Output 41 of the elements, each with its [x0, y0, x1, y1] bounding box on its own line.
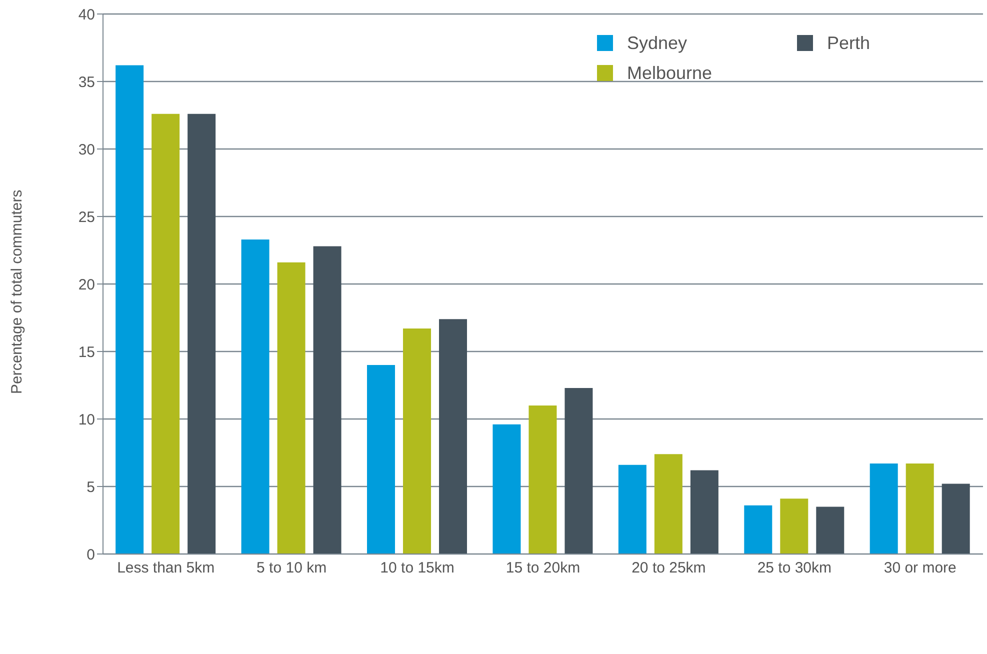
- x-tick-label: 25 to 30km: [757, 560, 832, 577]
- y-tick-label: 40: [78, 6, 95, 24]
- y-tick-label: 25: [78, 208, 95, 226]
- y-axis-title: Percentage of total commuters: [8, 190, 26, 394]
- bar: [690, 470, 718, 554]
- bar: [870, 464, 898, 554]
- x-tick-label: Less than 5km: [117, 560, 215, 577]
- bar: [116, 65, 144, 554]
- y-tick-label: 35: [78, 74, 95, 91]
- bar: [906, 464, 934, 554]
- y-tick-label: 30: [78, 141, 95, 158]
- bar: [492, 424, 521, 554]
- x-tick-label: 10 to 15km: [380, 560, 454, 577]
- bar: [564, 388, 593, 554]
- x-tick-label: 30 or more: [884, 560, 956, 577]
- bar: [618, 464, 646, 554]
- bar: [528, 406, 557, 554]
- bar: [313, 246, 342, 554]
- bar: [241, 239, 270, 554]
- y-tick-label: 0: [86, 546, 95, 564]
- bar: [403, 328, 431, 554]
- legend-label: Melbourne: [627, 62, 712, 84]
- x-tick-label: 5 to 10 km: [256, 560, 327, 577]
- bar: [152, 114, 180, 554]
- y-tick-label: 15: [78, 344, 95, 361]
- bar: [367, 365, 395, 554]
- y-tick-label: 20: [78, 276, 95, 294]
- bar: [744, 505, 772, 554]
- y-tick-label: 5: [86, 478, 95, 496]
- x-tick-label: 15 to 20km: [506, 560, 580, 577]
- x-tick-label: 20 to 25km: [632, 560, 706, 577]
- bar: [942, 484, 970, 554]
- bar: [188, 114, 216, 554]
- bar: [439, 319, 467, 554]
- legend-label: Sydney: [627, 32, 688, 54]
- bar: [816, 506, 844, 554]
- y-tick-label: 10: [78, 411, 95, 428]
- bar: [654, 454, 682, 554]
- legend-label: Perth: [827, 32, 870, 54]
- bar: [780, 498, 808, 554]
- bar: [277, 262, 306, 554]
